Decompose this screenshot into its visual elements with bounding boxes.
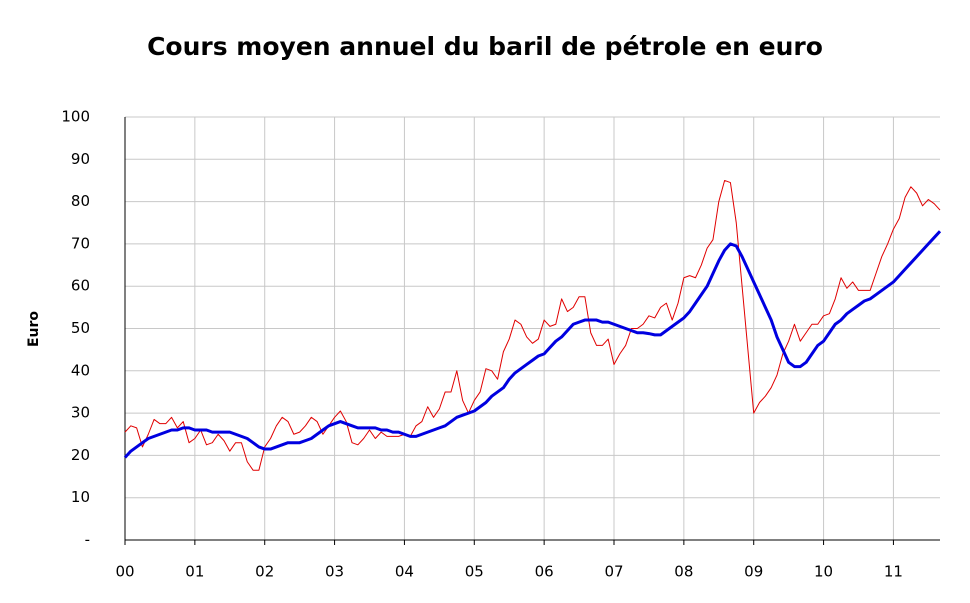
y-tick-label: 90 — [71, 150, 90, 168]
x-tick-label: 09 — [744, 563, 763, 581]
x-tick-label: 07 — [604, 563, 623, 581]
x-tick-label: 00 — [115, 563, 134, 581]
series-line — [124, 179, 941, 471]
y-tick-label: 40 — [71, 361, 90, 379]
y-tick-label: 10 — [71, 488, 90, 506]
x-tick-label: 04 — [395, 563, 414, 581]
x-tick-label: 08 — [674, 563, 693, 581]
x-tick-label: 10 — [814, 563, 833, 581]
y-tick-label: 30 — [71, 404, 90, 422]
y-tick-label: - — [85, 531, 90, 549]
y-tick-label: 20 — [71, 446, 90, 464]
x-tick-label: 05 — [465, 563, 484, 581]
y-tick-label: 100 — [61, 108, 90, 126]
chart-title: Cours moyen annuel du baril de pétrole e… — [147, 32, 823, 61]
x-tick-label: 06 — [535, 563, 554, 581]
y-tick-label: 50 — [71, 319, 90, 337]
y-tick-label: 80 — [71, 192, 90, 210]
y-axis-label: Euro — [26, 311, 42, 347]
x-tick-label: 03 — [325, 563, 344, 581]
y-tick-label: 60 — [71, 277, 90, 295]
series-line — [123, 230, 942, 459]
x-tick-label: 02 — [255, 563, 274, 581]
x-tick-label: 11 — [884, 563, 903, 581]
y-tick-label: 70 — [71, 234, 90, 252]
x-tick-label: 01 — [185, 563, 204, 581]
